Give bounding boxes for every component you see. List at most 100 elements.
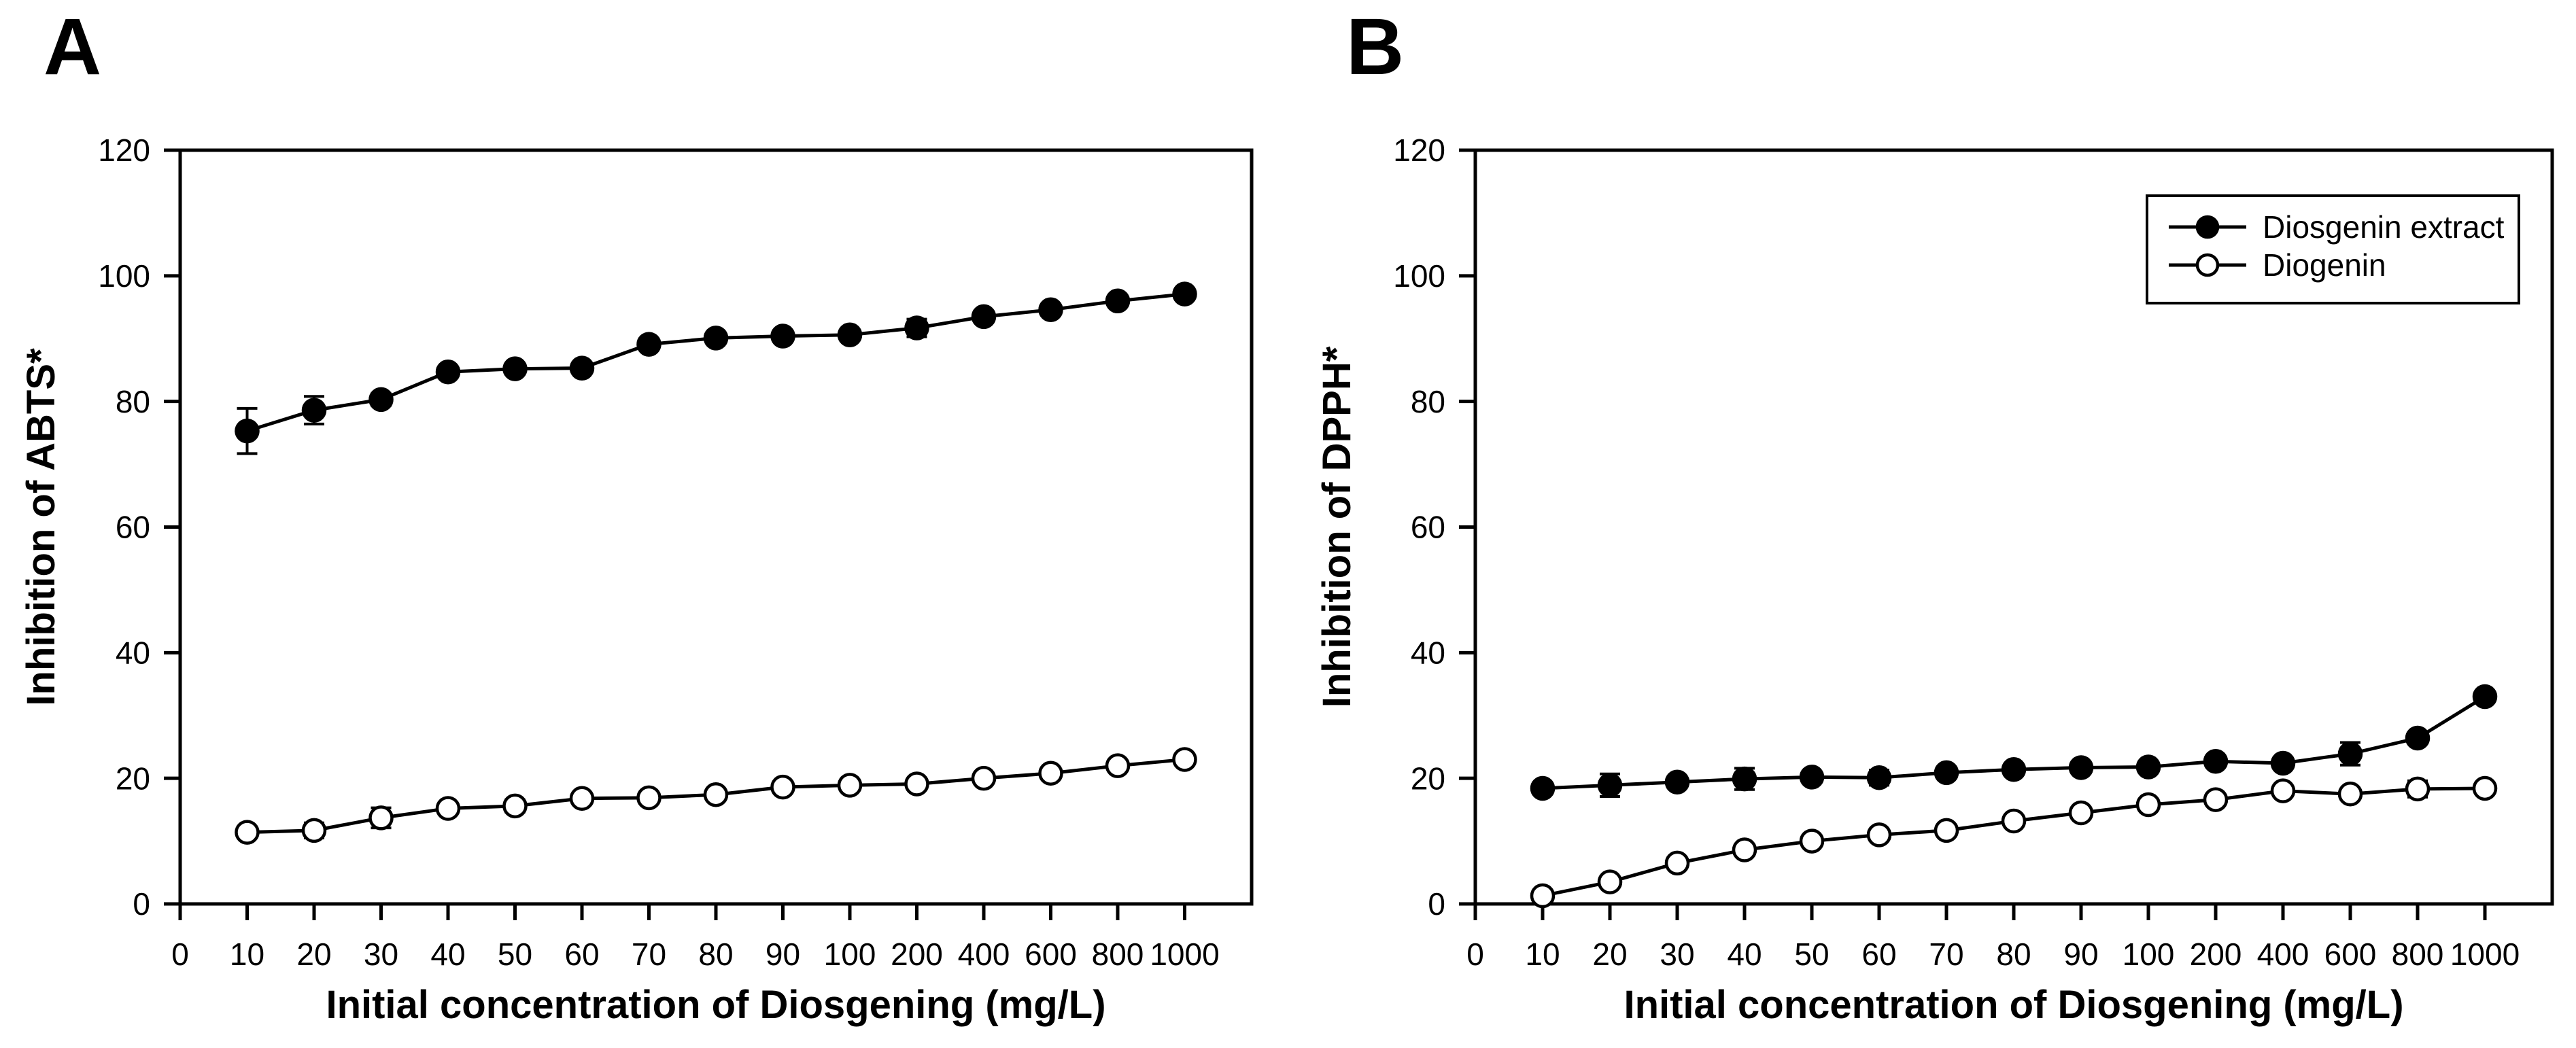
x-tick-label: 50 [1794,937,1829,972]
open-circle-marker [1866,822,1892,848]
filled-circle-marker [971,304,997,330]
open-circle-marker [2001,808,2027,834]
y-tick-label: 20 [116,761,150,796]
x-tick-label: 20 [296,937,331,972]
filled-circle-marker [502,356,528,381]
open-circle-marker [1934,818,1959,843]
open-circle-marker [2203,787,2229,812]
x-tick-label: 1000 [1150,937,1219,972]
filled-circle-marker [2405,725,2431,751]
x-tick-label: 30 [1660,937,1694,972]
y-tick-label: 80 [1411,384,1445,419]
open-circle-marker [703,782,729,807]
legend-item: Diosgenin extract [2169,209,2505,245]
filled-circle-marker [1597,773,1623,798]
x-axis: 0 10 20 30 40 50 60 70 80 90 100 200 400 600 800 1000 [171,904,1220,972]
x-tick-label: 50 [498,937,532,972]
open-circle-marker [1105,753,1131,778]
legend-box [2146,194,2520,304]
filled-circle-marker [2135,754,2161,780]
filled-circle-marker [2068,755,2094,780]
filled-circle-marker [703,326,729,351]
filled-circle-marker [2001,756,2027,782]
x-tick-label: 30 [364,937,398,972]
filled-circle-marker [1172,281,1197,307]
open-circle-marker [904,771,929,797]
filled-circle-marker [2203,748,2229,774]
x-tick-label: 10 [1525,937,1560,972]
series-diosgenin-extract [1530,684,2498,801]
series-diogenin [235,747,1197,845]
y-tick-label: 120 [1393,133,1445,168]
filled-circle-marker [1664,769,1690,794]
open-circle-marker [301,818,327,843]
open-circle-marker [2472,775,2498,801]
y-axis: 0 20 40 60 80 100 120 [1393,133,1475,922]
x-tick-label: 100 [2123,937,2175,972]
open-circle-marker [2405,776,2431,802]
chart-abts: 0 20 40 60 80 100 120 0 10 20 30 40 50 60 70 80 90 100 200… [19,133,1254,1027]
open-circle-marker [235,820,260,845]
x-tick-label: 800 [2392,937,2444,972]
open-circle-marker [636,785,662,811]
filled-circle-marker [2270,750,2296,776]
x-tick-label: 80 [1996,937,2031,972]
y-tick-label: 80 [116,384,150,419]
filled-circle-marker [1934,760,1959,786]
open-circle-marker [1597,869,1623,894]
chart-dpph: 0 20 40 60 80 100 120 0 10 20 30 40 50 60 70 80 90 100 200… [1315,133,2554,1027]
y-tick-label: 40 [1411,635,1445,670]
x-tick-label: 10 [230,937,264,972]
filled-circle-marker [1866,765,1892,790]
x-axis-title: Initial concentration of Diosgening (mg/… [326,983,1105,1027]
panel-a: A 0 20 40 60 80 100 120 0 10 20 30 40 50 60 70 80 90 100 2… [19,2,1254,1027]
x-tick-label: 90 [766,937,800,972]
y-axis-title: Inhibition of DPPH* [1315,346,1359,708]
x-tick-label: 200 [891,937,943,972]
y-tick-label: 100 [1393,258,1445,294]
y-tick-label: 120 [98,133,150,168]
series-line [1542,786,2486,898]
y-tick-label: 20 [1411,761,1445,796]
filled-circle-marker [368,387,394,413]
filled-circle-marker [1732,766,1757,792]
legend-item: Diogenin [2169,247,2386,283]
x-tick-label: 70 [1929,937,1963,972]
y-tick-label: 0 [1428,886,1445,922]
y-axis-title: Inhibition of ABTS* [19,348,63,706]
open-circle-marker [2068,800,2094,826]
open-circle-marker [502,793,528,819]
x-tick-label: 200 [2190,937,2242,972]
x-tick-label: 0 [171,937,189,972]
y-tick-label: 60 [1411,510,1445,545]
legend-filled-circle-icon [2195,215,2220,239]
y-tick-label: 0 [133,886,150,922]
open-circle-marker [569,786,595,811]
x-tick-label: 600 [2324,937,2377,972]
panel-b-label: B [1346,2,1405,92]
open-circle-marker [1732,837,1757,862]
legend-label: Diogenin [2263,247,2386,283]
panel-a-label: A [44,2,102,92]
x-tick-label: 60 [1861,937,1896,972]
filled-circle-marker [2337,741,2363,767]
open-circle-marker [770,774,795,800]
filled-circle-marker [1105,288,1131,314]
filled-circle-marker [636,332,662,357]
filled-circle-marker [1799,765,1825,790]
x-tick-label: 90 [2063,937,2098,972]
filled-circle-marker [1530,775,1556,801]
open-circle-marker [1530,883,1556,909]
x-axis-title: Initial concentration of Diosgening (mg/… [1624,983,2403,1027]
filled-circle-marker [301,398,327,423]
x-axis: 0 10 20 30 40 50 60 70 80 90 100 200 400 600 800 1000 [1466,904,2520,972]
filled-circle-marker [435,359,461,385]
x-tick-label: 40 [430,937,465,972]
y-tick-label: 60 [116,510,150,545]
open-circle-marker [368,805,394,831]
filled-circle-marker [904,315,929,340]
open-circle-marker [1038,761,1063,786]
x-tick-label: 0 [1466,937,1484,972]
